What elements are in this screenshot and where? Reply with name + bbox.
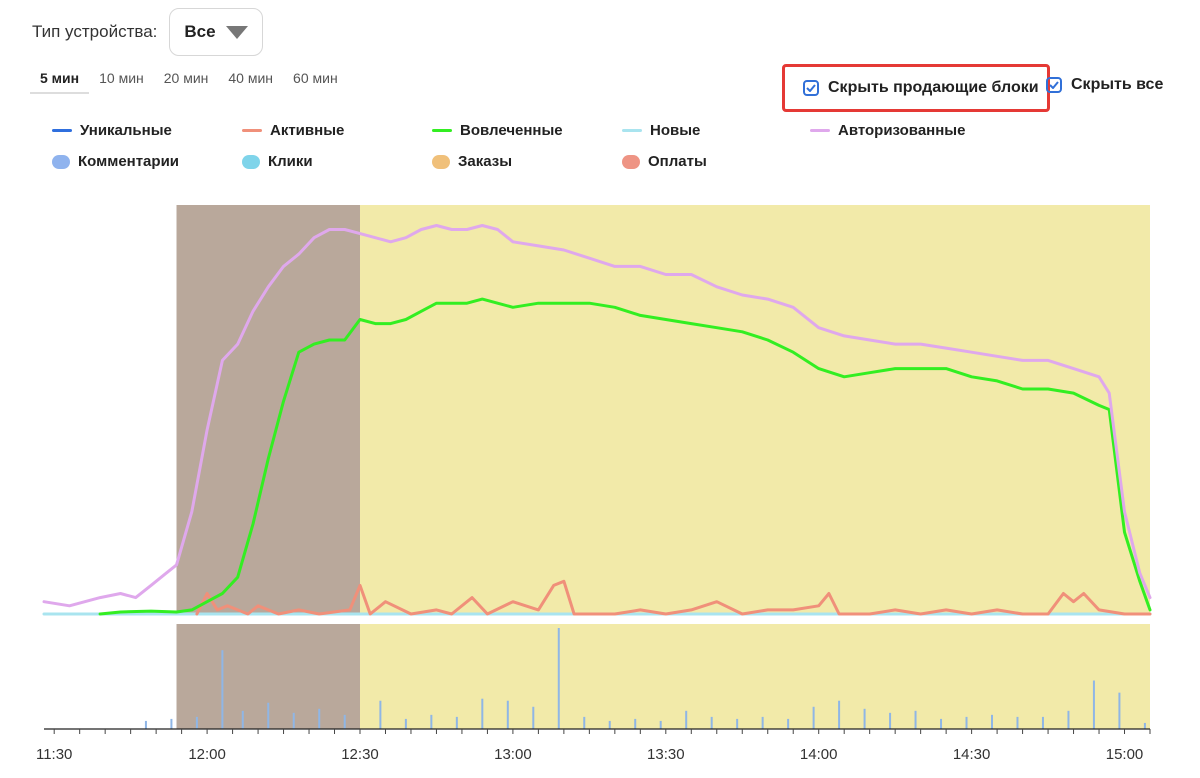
event-bar bbox=[379, 700, 382, 729]
series-line-Авторизованные bbox=[42, 224, 1152, 608]
legend-label: Клики bbox=[268, 153, 313, 170]
interval-tab-5[interactable]: 5 мин bbox=[30, 66, 90, 94]
device-type-filter: Тип устройства: Все bbox=[32, 8, 263, 56]
event-bar bbox=[292, 712, 295, 729]
legend-label: Новые bbox=[650, 122, 701, 139]
legend-blob-swatch bbox=[52, 154, 70, 169]
event-bar bbox=[267, 702, 270, 729]
hide-selling-blocks-label: Скрыть продающие блоки bbox=[828, 79, 1039, 96]
hide-selling-blocks-toggle[interactable]: Скрыть продающие блоки bbox=[782, 64, 1050, 112]
legend-blob-swatch bbox=[432, 154, 450, 169]
legend-label: Вовлеченные bbox=[460, 122, 563, 139]
event-band-1 bbox=[360, 624, 1150, 729]
highlight-band-0 bbox=[176, 205, 360, 614]
device-type-value: Все bbox=[184, 22, 216, 41]
event-bar bbox=[1118, 692, 1121, 729]
event-bar bbox=[685, 710, 688, 729]
legend-label: Уникальные bbox=[80, 122, 172, 139]
highlight-band-1 bbox=[360, 205, 1150, 614]
interval-tab-60[interactable]: 60 мин bbox=[293, 70, 338, 86]
event-bar bbox=[318, 708, 321, 729]
device-type-label: Тип устройства: bbox=[32, 22, 158, 41]
event-bar bbox=[889, 712, 892, 729]
interval-tabs: 5 мин 10 мин 20 мин 40 мин 60 мин bbox=[30, 66, 348, 94]
device-type-select[interactable]: Все bbox=[169, 8, 263, 56]
event-bar bbox=[965, 716, 968, 729]
legend-item-authorized[interactable]: Авторизованные bbox=[810, 122, 965, 139]
legend-blob-swatch bbox=[622, 154, 640, 169]
event-bar bbox=[659, 720, 662, 729]
event-bar bbox=[1143, 722, 1146, 729]
series-line-Вовлеченные bbox=[98, 297, 1152, 616]
checkbox-icon bbox=[803, 80, 819, 96]
x-tick-label: 12:00 bbox=[188, 746, 226, 763]
event-bar bbox=[557, 628, 560, 729]
event-bar bbox=[608, 720, 611, 729]
legend-item-orders[interactable]: Заказы bbox=[432, 153, 512, 170]
legend-item-unique[interactable]: Уникальные bbox=[52, 122, 172, 139]
legend-label: Заказы bbox=[458, 153, 513, 170]
event-bar bbox=[343, 714, 346, 729]
event-bar bbox=[430, 714, 433, 729]
legend-line-swatch bbox=[432, 129, 452, 132]
legend-line-swatch bbox=[810, 129, 830, 132]
series-line-Активные bbox=[195, 579, 1152, 616]
event-bar bbox=[761, 716, 764, 729]
x-tick-label: 14:30 bbox=[953, 746, 991, 763]
legend-item-new[interactable]: Новые bbox=[622, 122, 700, 139]
event-bar bbox=[940, 718, 943, 729]
event-bar bbox=[634, 718, 637, 729]
event-bar bbox=[838, 700, 841, 729]
x-tick-label: 11:30 bbox=[36, 746, 72, 763]
legend-label: Авторизованные bbox=[838, 122, 966, 139]
interval-tab-20[interactable]: 20 мин bbox=[163, 70, 209, 86]
legend-line-swatch bbox=[622, 129, 642, 132]
event-bar bbox=[991, 714, 993, 729]
legend-line-swatch bbox=[242, 129, 262, 132]
legend-line-swatch bbox=[52, 129, 72, 132]
hide-all-toggle[interactable]: Скрыть все bbox=[1046, 64, 1163, 106]
event-bar bbox=[455, 716, 458, 729]
x-tick-label: 13:00 bbox=[494, 746, 532, 763]
hide-all-label: Скрыть все bbox=[1071, 76, 1164, 93]
event-bar bbox=[532, 706, 535, 729]
interval-tab-40[interactable]: 40 мин bbox=[228, 70, 274, 86]
legend-item-engaged[interactable]: Вовлеченные bbox=[432, 122, 563, 139]
event-bar bbox=[481, 698, 484, 729]
event-bar bbox=[241, 710, 244, 729]
event-bar bbox=[863, 708, 866, 729]
event-bar bbox=[812, 706, 815, 729]
event-bar bbox=[506, 700, 509, 729]
event-bar bbox=[914, 710, 917, 729]
event-bar bbox=[1067, 710, 1070, 729]
legend-item-payments[interactable]: Оплаты bbox=[622, 153, 707, 170]
event-bar bbox=[736, 718, 739, 729]
event-bar bbox=[221, 650, 224, 729]
event-bar bbox=[195, 716, 198, 729]
event-bar bbox=[170, 718, 173, 729]
x-tick-label: 15:00 bbox=[1106, 746, 1144, 763]
dropdown-arrow-icon bbox=[225, 25, 248, 39]
checkbox-icon bbox=[1046, 77, 1062, 93]
event-bar bbox=[583, 716, 586, 729]
event-bar bbox=[144, 720, 147, 729]
legend-label: Комментарии bbox=[78, 153, 180, 170]
legend-item-active[interactable]: Активные bbox=[242, 122, 344, 139]
legend-blob-swatch bbox=[242, 154, 260, 169]
legend-label: Активные bbox=[270, 122, 345, 139]
event-bar bbox=[710, 716, 713, 729]
legend-label: Оплаты bbox=[648, 153, 707, 170]
interval-tab-10[interactable]: 10 мин bbox=[99, 70, 144, 86]
x-tick-label: 14:00 bbox=[800, 746, 838, 763]
event-bar bbox=[404, 718, 407, 729]
event-bar bbox=[787, 718, 790, 729]
x-tick-label: 13:30 bbox=[647, 746, 685, 763]
x-tick-label: 12:30 bbox=[341, 746, 379, 763]
event-bar bbox=[1016, 716, 1019, 729]
legend-item-comments[interactable]: Комментарии bbox=[52, 153, 179, 170]
legend-item-clicks[interactable]: Клики bbox=[242, 153, 313, 170]
event-bar bbox=[1041, 716, 1044, 729]
event-bar bbox=[1092, 680, 1095, 729]
